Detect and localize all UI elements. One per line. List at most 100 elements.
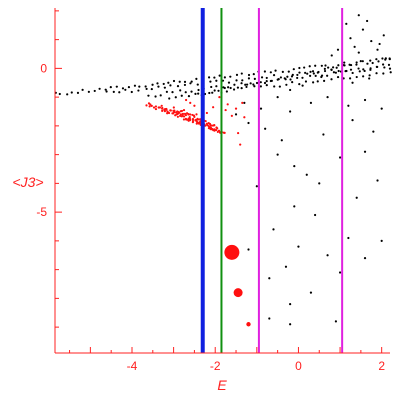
data-point: [265, 76, 268, 80]
data-point: [127, 86, 131, 89]
tick-labels: -4 -2 0 2 0 -5: [36, 61, 385, 373]
data-point: [205, 111, 208, 115]
data-point: [280, 139, 283, 142]
data-point: [241, 101, 244, 104]
data-point: [112, 90, 115, 93]
data-point: [357, 67, 360, 70]
data-point: [345, 22, 348, 25]
data-point: [303, 66, 306, 69]
data-point: [162, 82, 165, 86]
data-point: [234, 113, 238, 116]
data-point: [232, 88, 236, 91]
data-point: [249, 82, 252, 85]
data-point: [284, 265, 288, 268]
data-point: [327, 66, 330, 69]
series-1: [145, 96, 251, 327]
data-point: [349, 63, 353, 67]
data-point: [320, 64, 323, 67]
data-point: [296, 73, 299, 77]
data-point: [330, 78, 333, 81]
data-point: [269, 71, 272, 74]
data-point: [349, 68, 353, 71]
data-point: [191, 119, 195, 123]
data-point: [193, 115, 196, 118]
data-point: [276, 96, 279, 99]
data-point: [247, 77, 251, 80]
data-point: [263, 81, 267, 85]
data-point: [370, 39, 373, 43]
data-point: [293, 165, 296, 168]
data-point: [289, 303, 292, 306]
data-point: [290, 75, 294, 78]
data-point: [376, 48, 379, 51]
data-point: [334, 320, 338, 323]
data-point: [345, 69, 348, 73]
data-point: [298, 71, 301, 74]
data-point: [378, 42, 381, 46]
data-point: [160, 104, 163, 107]
data-point: [245, 83, 249, 86]
data-point: [180, 109, 184, 113]
data-point: [301, 76, 304, 79]
data-point: [179, 113, 183, 116]
data-point: [193, 104, 196, 107]
data-point: [196, 118, 200, 121]
data-point: [154, 105, 158, 108]
data-point: [176, 85, 180, 88]
data-point: [93, 89, 96, 93]
data-point: [211, 128, 214, 131]
data-point: [289, 88, 292, 92]
data-point: [243, 116, 246, 119]
data-point: [156, 82, 159, 85]
data-point: [240, 86, 243, 90]
data-point: [169, 84, 172, 87]
data-point: [362, 68, 365, 71]
data-point: [207, 76, 211, 79]
data-point: [361, 60, 364, 63]
data-point: [148, 105, 151, 108]
data-point: [361, 28, 365, 31]
data-point: [382, 72, 385, 75]
data-point: [198, 118, 202, 121]
data-point: [349, 77, 352, 80]
data-point: [382, 34, 385, 37]
data-point: [363, 98, 367, 102]
data-point: [293, 205, 296, 208]
data-point: [179, 89, 182, 92]
data-point: [286, 75, 289, 78]
data-point: [66, 93, 69, 96]
data-point: [268, 317, 271, 320]
data-point: [330, 68, 333, 71]
data-layer: [54, 14, 392, 327]
data-point: [376, 179, 379, 182]
data-point: [305, 173, 308, 176]
data-point: [229, 86, 232, 90]
data-point: [217, 129, 221, 132]
data-point: [264, 127, 267, 130]
data-point: [381, 57, 384, 60]
data-point: [227, 81, 231, 84]
data-point: [195, 120, 198, 123]
data-point: [355, 75, 358, 79]
data-point: [118, 91, 121, 94]
data-point: [207, 125, 211, 128]
data-point: [165, 90, 168, 93]
data-point: [368, 74, 371, 77]
data-point: [383, 66, 386, 69]
data-point: [326, 74, 329, 77]
data-point: [188, 116, 191, 119]
data-point: [323, 67, 326, 71]
data-point: [252, 83, 255, 86]
data-point: [225, 90, 228, 93]
data-point: [387, 63, 391, 66]
data-point: [309, 74, 312, 77]
data-point: [291, 80, 294, 84]
data-point: [255, 81, 259, 85]
data-point: [204, 119, 207, 123]
data-point: [268, 277, 271, 280]
data-point: [316, 71, 319, 74]
data-marker-large: [246, 322, 251, 327]
data-point: [58, 92, 61, 96]
data-point: [223, 86, 226, 90]
data-point: [161, 106, 164, 110]
